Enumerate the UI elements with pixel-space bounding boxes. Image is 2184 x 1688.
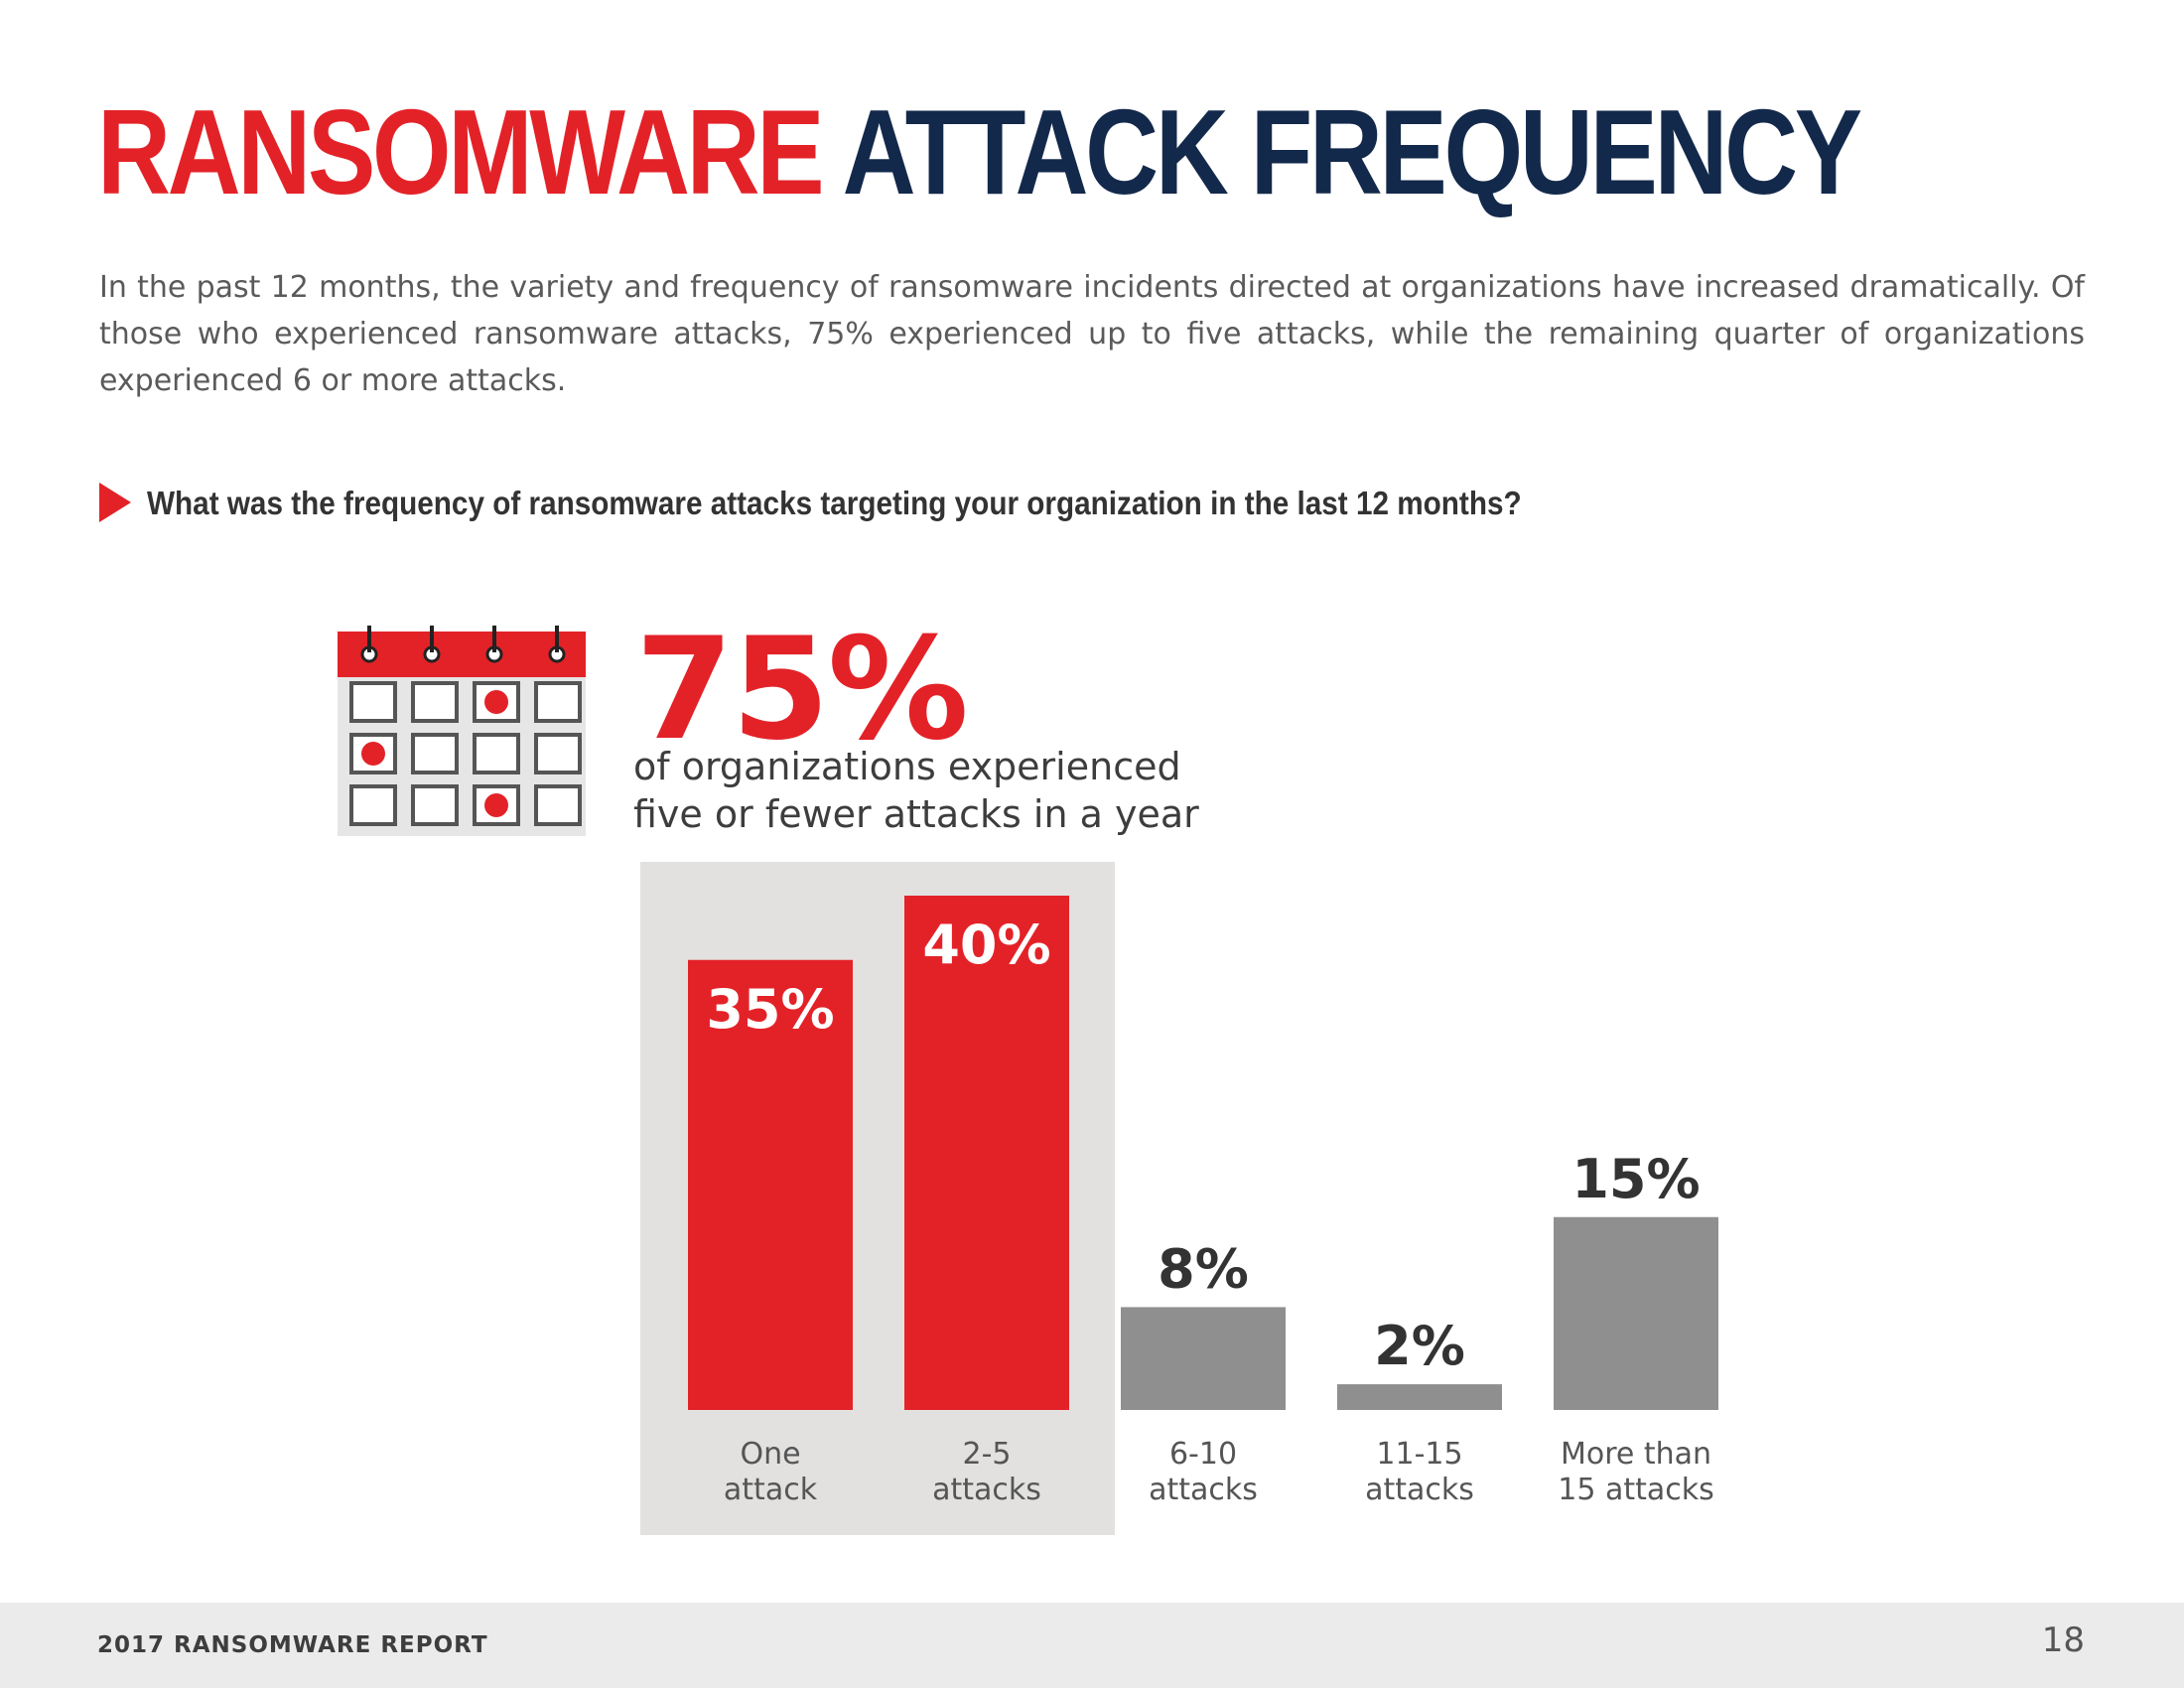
arrow-right-icon [99,483,131,522]
bar [1121,1307,1286,1410]
data-label: 2% [1374,1315,1465,1377]
title-part-red: RANSOMWARE [97,84,825,219]
footer-bar: 2017 RANSOMWARE REPORT 18 [0,1603,2184,1688]
attack-mark-icon [484,793,508,817]
title-part-navy: ATTACK FREQUENCY [842,84,1863,219]
calendar-day-cell [473,733,520,774]
category-label: 2-5 [963,1437,1012,1472]
calendar-icon [338,626,586,836]
category-label: attacks [1149,1473,1258,1507]
data-label: 40% [922,914,1050,976]
category-label: attacks [1365,1473,1474,1507]
bar [688,959,853,1410]
category-label: 6-10 [1169,1437,1237,1472]
calendar-day-cell [411,733,459,774]
attack-mark-icon [484,690,508,714]
calendar-day-cell [534,784,582,826]
calendar-day-cell [349,681,397,723]
bar [1337,1384,1502,1410]
data-label: 15% [1571,1148,1700,1210]
calendar-day-cell [411,681,459,723]
bar-chart: 35%Oneattack40%2-5attacks8%6-10attacks2%… [640,862,1718,1535]
calendar-day-cell [349,784,397,826]
intro-paragraph: In the past 12 months, the variety and f… [99,270,2085,398]
data-label: 35% [706,978,834,1041]
page-number: 18 [2041,1620,2085,1660]
attack-mark-icon [361,742,385,766]
category-label: attacks [932,1473,1041,1507]
bar [904,896,1069,1410]
report-name: 2017 RANSOMWARE REPORT [97,1632,488,1658]
data-label: 8% [1158,1237,1249,1300]
page-title: RANSOMWARE ATTACK FREQUENCY [97,77,1863,226]
category-label: One [740,1437,800,1472]
category-label: attack [724,1473,818,1507]
highlight-description: of organizations experienced five or few… [633,743,1199,838]
category-label: More than [1561,1437,1711,1472]
highlight-percentage: 75% [635,608,969,772]
bar [1554,1216,1718,1410]
survey-question: What was the frequency of ransomware att… [147,485,1522,521]
calendar-day-cell [534,681,582,723]
category-label: 11-15 [1376,1437,1462,1472]
calendar-day-cell [411,784,459,826]
highlight-line-2: five or fewer attacks in a year [633,792,1199,836]
category-label: 15 attacks [1558,1473,1714,1507]
calendar-day-cell [473,681,520,723]
calendar-day-cell [534,733,582,774]
highlight-line-1: of organizations experienced [633,745,1181,788]
